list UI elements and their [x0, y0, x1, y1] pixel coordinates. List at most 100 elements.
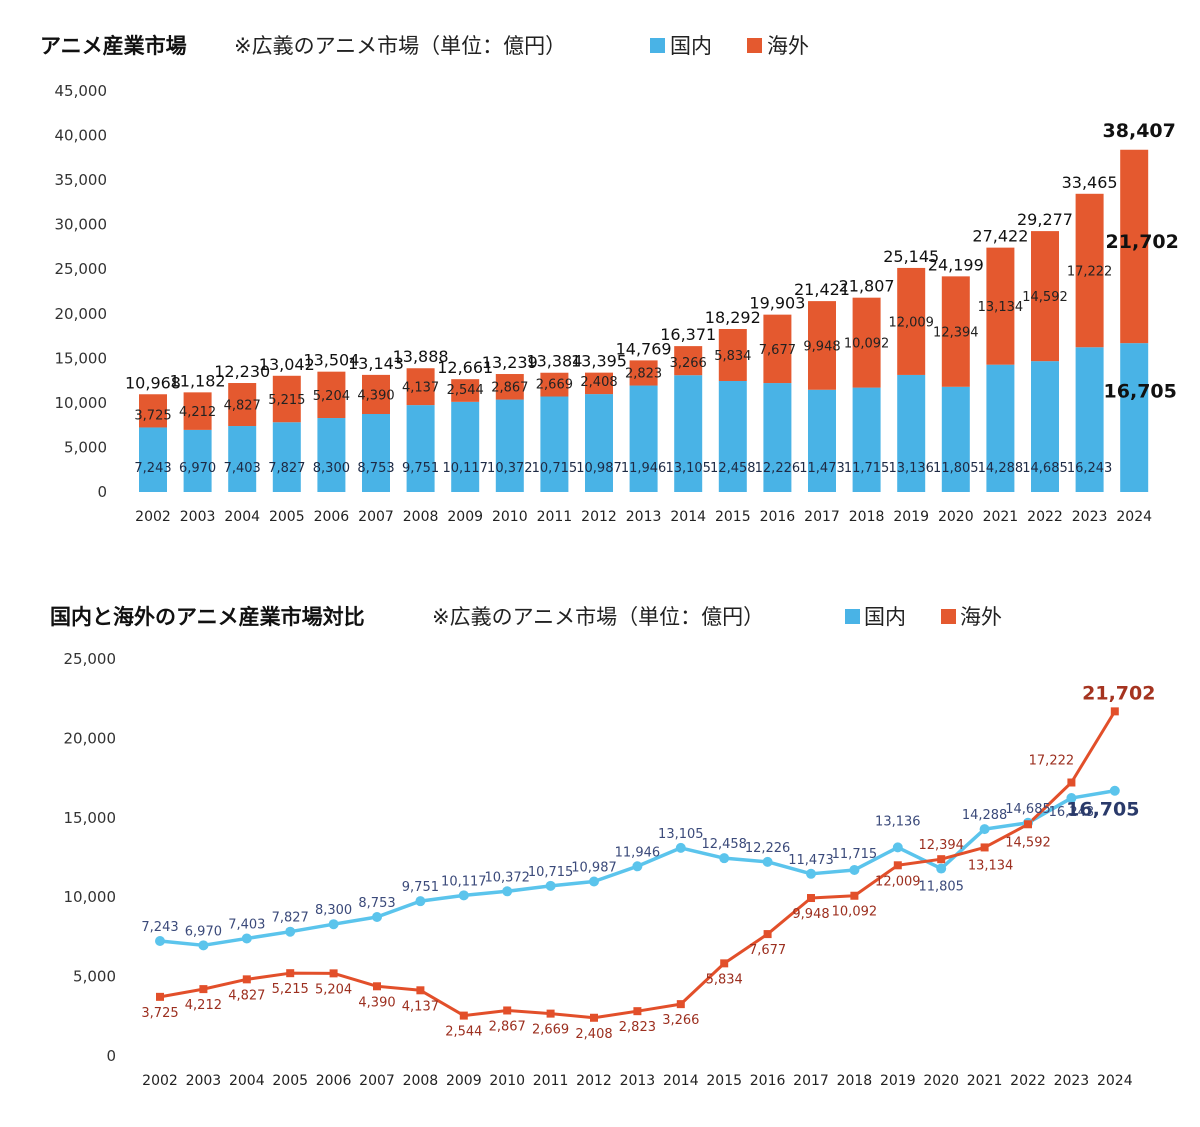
bar-label-overseas: 3,725 — [134, 408, 171, 423]
line-label-domestic: 12,226 — [745, 841, 791, 856]
bar-overseas — [317, 371, 346, 419]
bar-x-tick: 2019 — [893, 509, 929, 525]
bar-label-total: 12,661 — [437, 358, 493, 377]
bar-label-overseas: 2,408 — [580, 375, 617, 390]
bar-label-total: 10,968 — [125, 373, 181, 392]
line-x-tick: 2024 — [1097, 1073, 1133, 1089]
line-label-domestic: 16,705 — [1066, 799, 1139, 821]
bar-label-domestic: 11,946 — [621, 461, 667, 476]
bar-domestic — [451, 401, 480, 492]
line-point-domestic — [892, 842, 903, 853]
line-point-overseas — [373, 982, 381, 991]
bar-y-tick: 15,000 — [55, 349, 108, 367]
bar-label-overseas: 3,266 — [670, 356, 707, 371]
bar-overseas — [763, 314, 792, 384]
line-y-tick: 15,000 — [64, 809, 117, 827]
bar-label-overseas: 2,867 — [491, 381, 528, 396]
line-point-overseas — [590, 1013, 598, 1022]
line-y-tick: 5,000 — [73, 968, 116, 986]
bar-overseas — [139, 394, 167, 428]
line-x-tick: 2020 — [923, 1073, 959, 1089]
line-x-tick: 2002 — [142, 1073, 178, 1089]
line-y-tick: 0 — [106, 1047, 116, 1065]
line-x-tick: 2007 — [359, 1073, 395, 1089]
line-label-overseas: 14,592 — [1005, 835, 1051, 850]
line-legend-overseas-label: 海外 — [960, 605, 1002, 629]
line-point-domestic — [502, 886, 513, 897]
bar-x-tick: 2004 — [224, 509, 260, 525]
line-label-overseas: 2,544 — [445, 1025, 482, 1040]
line-label-domestic: 11,715 — [832, 847, 878, 862]
line-x-tick: 2019 — [880, 1073, 916, 1089]
line-label-domestic: 7,827 — [272, 911, 309, 926]
bar-y-tick: 45,000 — [55, 82, 108, 100]
bar-domestic — [540, 396, 569, 492]
line-label-overseas: 4,390 — [358, 995, 395, 1010]
bar-overseas — [183, 392, 212, 430]
bar-overseas — [1031, 231, 1059, 362]
bar-label-overseas: 7,677 — [759, 343, 796, 358]
line-point-overseas — [416, 986, 425, 995]
line-point-domestic — [1066, 793, 1077, 804]
bar-x-tick: 2002 — [135, 509, 171, 525]
line-label-overseas: 7,677 — [749, 943, 786, 958]
line-point-overseas — [242, 975, 251, 984]
bar-y-tick: 0 — [97, 483, 107, 501]
line-point-domestic — [545, 880, 556, 891]
line-chart: 0 5,000 10,000 15,000 20,000 25,000 2002 2003 20… — [64, 650, 1156, 1089]
bar-overseas — [495, 374, 524, 400]
bar-label-total: 16,371 — [660, 325, 716, 344]
bar-label-overseas: 12,394 — [933, 326, 979, 341]
line-point-domestic — [762, 856, 773, 867]
bar-x-tick: 2013 — [626, 509, 662, 525]
line-point-overseas — [720, 959, 729, 968]
line-point-overseas — [850, 891, 859, 900]
line-label-domestic: 7,403 — [228, 917, 265, 932]
line-label-overseas: 4,137 — [402, 999, 439, 1014]
bar-overseas — [808, 301, 836, 390]
bar-x-tick: 2011 — [537, 509, 573, 525]
bar-chart-note: ※広義のアニメ市場（単位：億円） — [234, 34, 566, 58]
bar-x-tick: 2024 — [1116, 509, 1152, 525]
line-x-tick: 2010 — [489, 1073, 525, 1089]
bar-label-domestic: 13,136 — [888, 461, 934, 476]
bar-domestic — [228, 426, 257, 492]
line-label-overseas: 5,834 — [706, 972, 743, 987]
line-label-domestic: 13,105 — [658, 827, 704, 842]
line-chart-title: 国内と海外のアニメ産業市場対比 — [50, 605, 365, 629]
bar-overseas — [718, 328, 747, 381]
line-point-domestic — [936, 863, 947, 874]
line-point-overseas — [893, 861, 902, 870]
line-x-tick: 2016 — [750, 1073, 786, 1089]
line-point-overseas — [980, 843, 989, 852]
bar-overseas — [406, 368, 435, 406]
line-point-overseas — [763, 930, 772, 939]
bar-label-overseas: 21,702 — [1106, 231, 1179, 253]
bar-label-total: 21,807 — [839, 277, 895, 296]
line-x-tick: 2015 — [706, 1073, 742, 1089]
bar-label-total: 14,769 — [616, 339, 672, 358]
line-x-tick: 2023 — [1054, 1073, 1090, 1089]
line-point-overseas — [1067, 778, 1076, 787]
line-point-overseas — [503, 1006, 512, 1015]
line-label-overseas: 3,266 — [662, 1013, 699, 1028]
line-point-overseas — [807, 894, 815, 903]
bar-overseas — [629, 360, 658, 386]
bar-x-tick: 2007 — [358, 509, 394, 525]
bar-label-domestic: 16,243 — [1067, 461, 1113, 476]
bar-y-tick: 20,000 — [55, 305, 108, 323]
bar-label-overseas: 14,592 — [1022, 290, 1068, 305]
line-point-domestic — [589, 876, 599, 887]
bar-label-overseas: 9,948 — [803, 339, 840, 354]
line-x-tick: 2012 — [576, 1073, 612, 1089]
bar-label-total: 13,395 — [571, 352, 627, 371]
bar-domestic — [986, 364, 1015, 492]
bar-overseas — [897, 267, 926, 375]
bar-x-tick: 2015 — [715, 509, 751, 525]
line-point-domestic — [1109, 785, 1120, 796]
bar-label-overseas: 2,823 — [625, 367, 662, 382]
bar-overseas — [852, 297, 881, 388]
line-point-domestic — [979, 824, 990, 835]
line-label-domestic: 6,970 — [185, 924, 222, 939]
bar-label-overseas: 5,834 — [714, 349, 751, 364]
